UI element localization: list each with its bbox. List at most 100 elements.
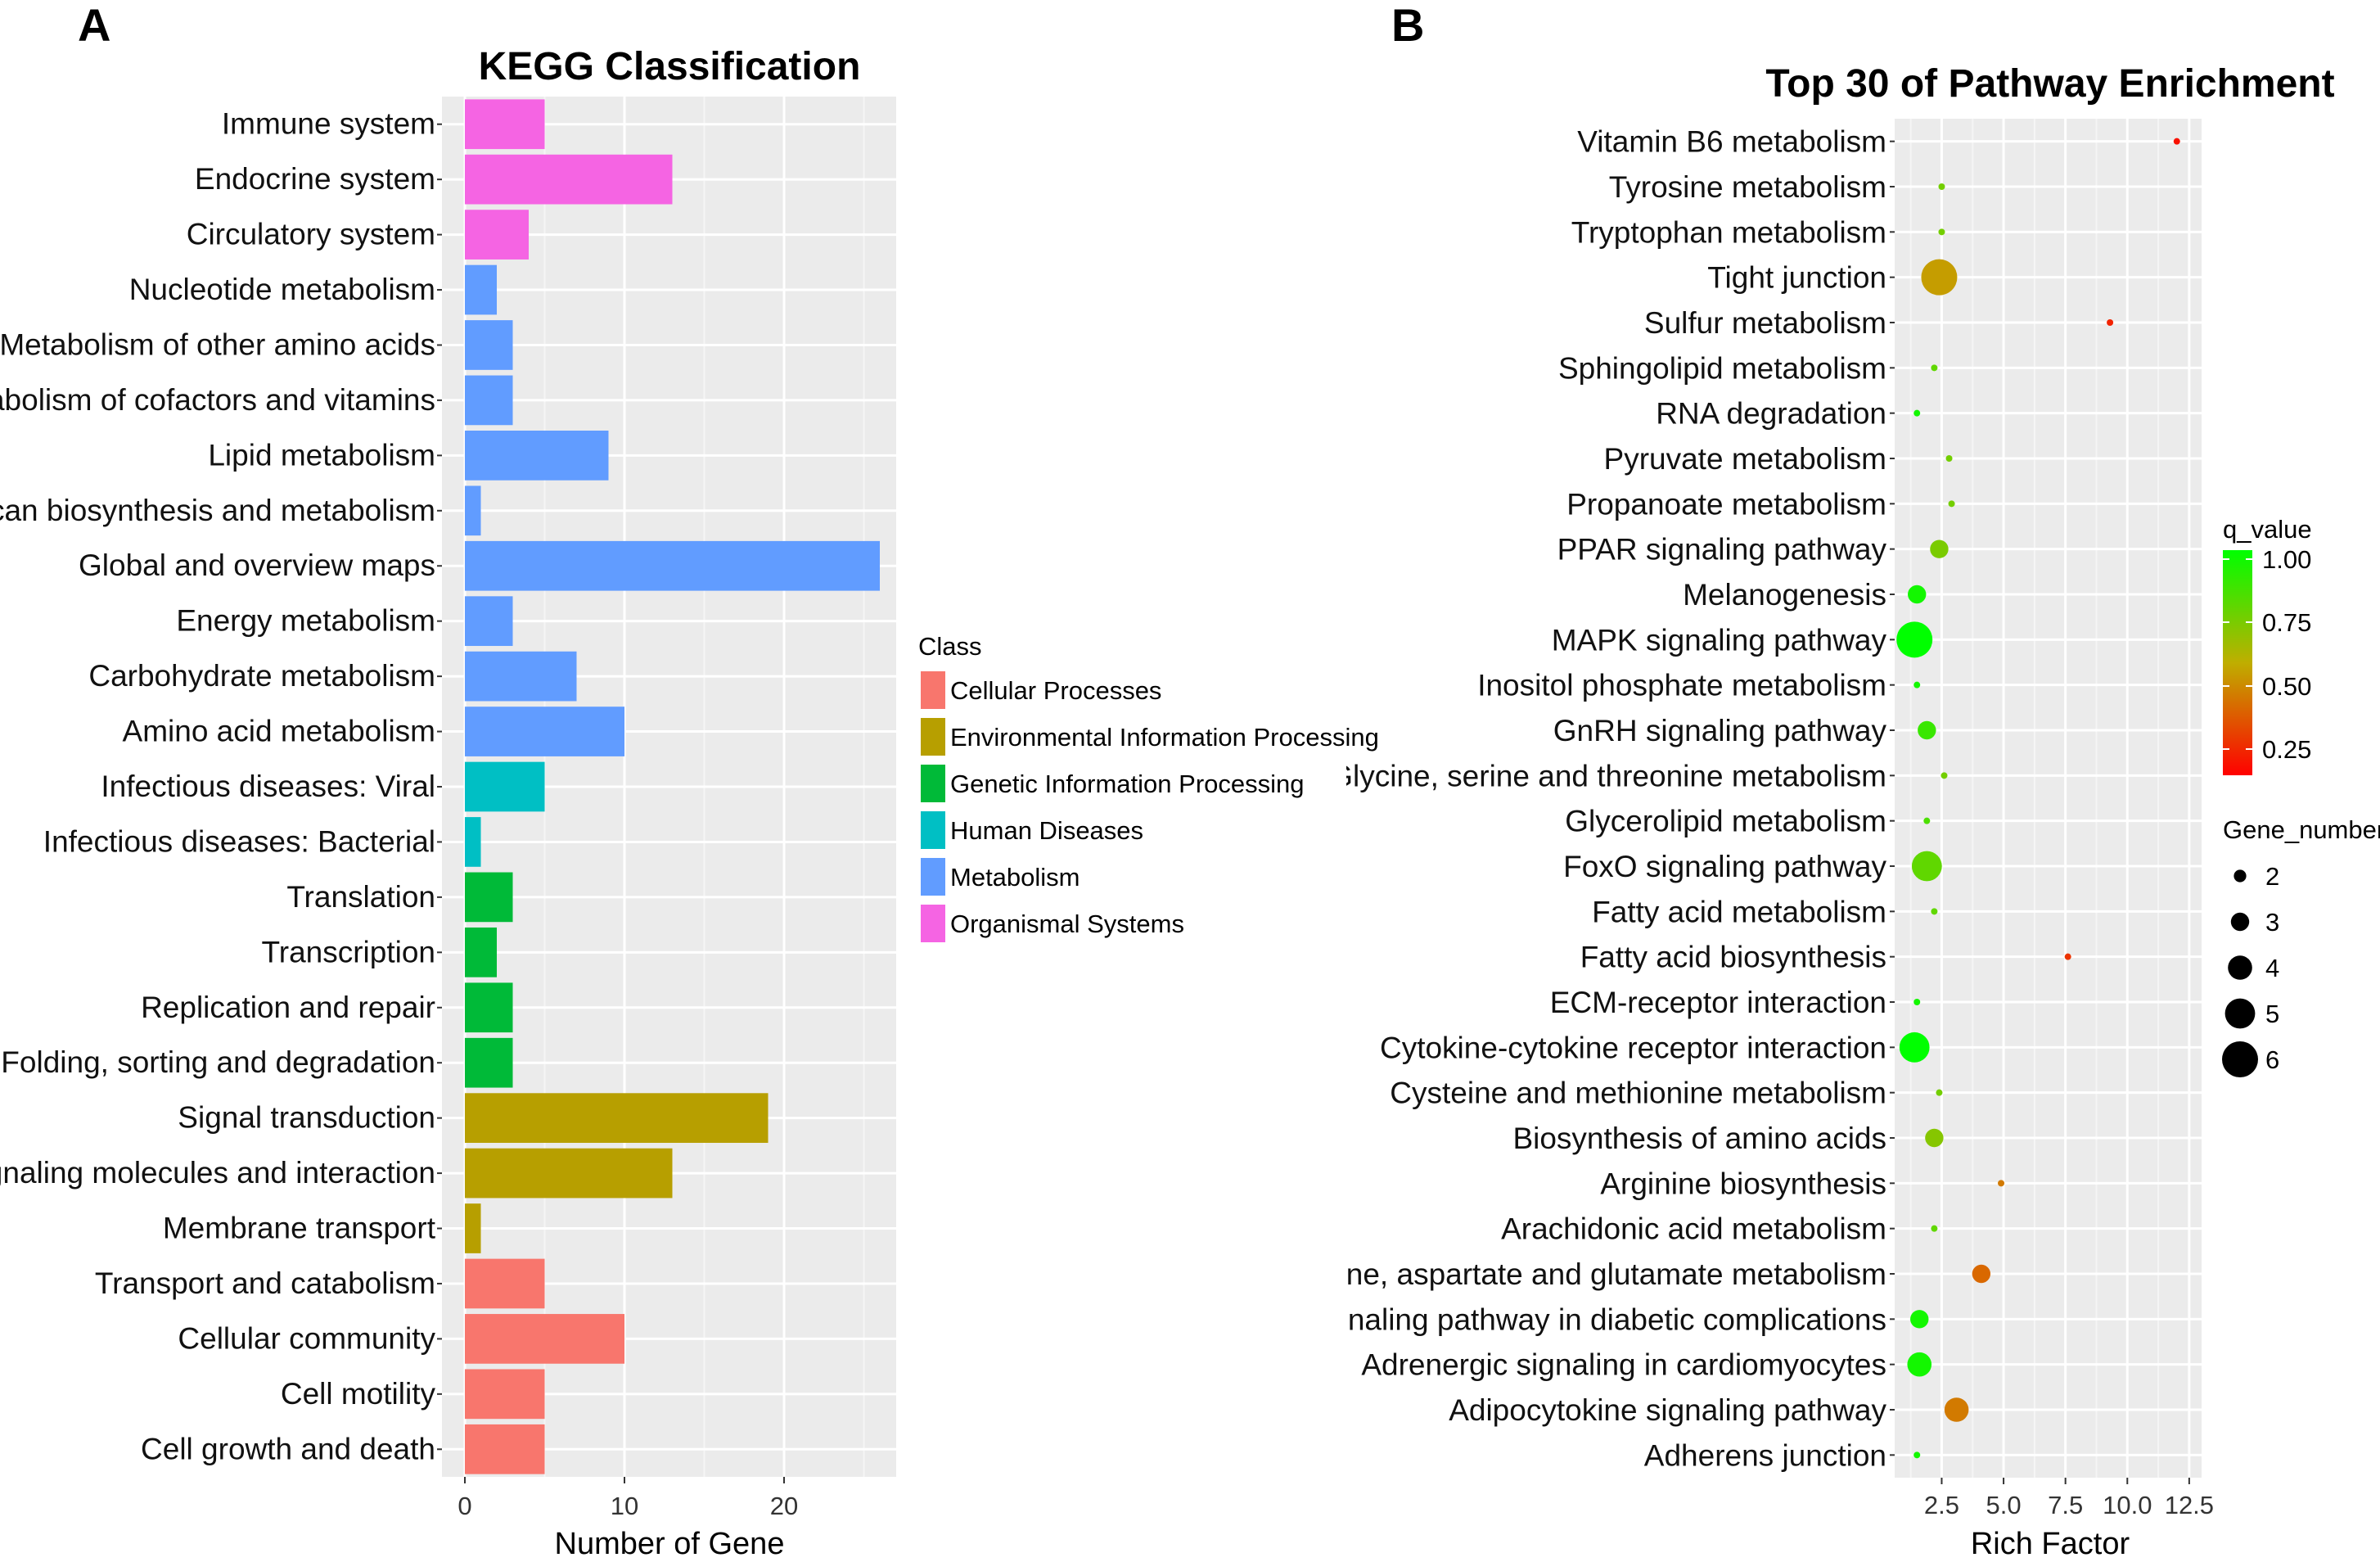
pathway-label: RNA degradation: [1656, 397, 1886, 431]
point: [1913, 1451, 1921, 1459]
chart-b-title: Top 30 of Pathway Enrichment: [1765, 62, 2334, 106]
pathway-label: Adipocytokine signaling pathway: [1449, 1393, 1886, 1427]
category-label: Metabolism of cofactors and vitamins: [0, 383, 435, 417]
x-tick-label: 10.0: [2103, 1491, 2152, 1519]
legend-swatch: [921, 718, 945, 756]
point: [1907, 1352, 1932, 1377]
category-label: Metabolism of other amino acids: [0, 327, 435, 361]
point: [1941, 772, 1948, 779]
category-label: Membrane transport: [163, 1212, 436, 1245]
x-tick-label: 5.0: [1986, 1491, 2022, 1519]
pathway-label: AGE-RAGE signaling pathway in diabetic c…: [1141, 1302, 1886, 1336]
size-legend-title: Gene_number: [2223, 815, 2380, 844]
point: [1908, 585, 1927, 604]
chart-a-x-ticks: 0 10 20: [458, 1477, 798, 1520]
chart-b-plot-area: [1895, 119, 2202, 1478]
pathway-label: Cytokine-cytokine receptor interaction: [1380, 1031, 1886, 1064]
chart-b-gridlines: [1895, 119, 2202, 1478]
chart-a-bars: [465, 99, 880, 1474]
point: [1936, 1089, 1943, 1096]
category-label: Cell motility: [281, 1377, 436, 1411]
size-legend-dot: [2222, 1041, 2258, 1077]
panel-a: A KEGG Classification Immune system Endoc…: [0, 0, 1379, 1561]
bar: [465, 1148, 673, 1199]
color-legend-bar: [2223, 550, 2252, 775]
point: [2064, 953, 2071, 960]
bar: [465, 540, 880, 591]
bar: [465, 375, 513, 426]
bar: [465, 1258, 545, 1309]
pathway-label: Melanogenesis: [1683, 578, 1886, 612]
point: [1896, 621, 1933, 658]
bar: [465, 1424, 545, 1474]
legend-swatch: [921, 811, 945, 849]
pathway-label: Cysteine and methionine metabolism: [1390, 1077, 1886, 1110]
point: [1911, 851, 1942, 882]
chart-a-legend: Class Cellular Processes Environmental Inf…: [918, 632, 1379, 942]
category-label: Translation: [286, 880, 435, 914]
pathway-label: Propanoate metabolism: [1566, 487, 1886, 521]
size-legend-label: 2: [2265, 862, 2279, 891]
legend-label: Organismal Systems: [950, 910, 1184, 938]
point: [1938, 228, 1945, 236]
category-label: Infectious diseases: Viral: [101, 770, 435, 803]
pathway-label: PPAR signaling pathway: [1557, 533, 1887, 567]
point: [1913, 999, 1921, 1005]
pathway-label: Alanine, aspartate and glutamate metabol…: [1279, 1257, 1887, 1291]
legend-swatch: [921, 671, 945, 709]
x-tick-label: 7.5: [2048, 1491, 2083, 1519]
pathway-label: Adrenergic signaling in cardiomyocytes: [1361, 1348, 1886, 1382]
x-tick-label: 20: [770, 1492, 798, 1520]
pathway-label: Tyrosine metabolism: [1609, 170, 1886, 204]
point: [1944, 1397, 1969, 1422]
size-legend-dot: [2224, 998, 2256, 1029]
pathway-label: Sphingolipid metabolism: [1558, 351, 1886, 385]
legend-swatch: [921, 858, 945, 896]
bar: [465, 707, 624, 756]
color-legend-label: 0.50: [2262, 672, 2311, 701]
pathway-label: ECM-receptor interaction: [1550, 986, 1886, 1019]
chart-a-title: KEGG Classification: [479, 45, 861, 88]
point: [2107, 319, 2114, 326]
category-label: Folding, sorting and degradation: [1, 1045, 435, 1079]
size-legend-label: 4: [2265, 954, 2279, 982]
point: [1913, 409, 1921, 417]
category-label: Glycan biosynthesis and metabolism: [0, 494, 435, 527]
legend-label: Environmental Information Processing: [950, 723, 1379, 752]
bar: [465, 982, 513, 1033]
category-label: Nucleotide metabolism: [129, 273, 435, 306]
color-legend-label: 1.00: [2262, 545, 2311, 574]
pathway-label: GnRH signaling pathway: [1553, 714, 1887, 747]
bar: [465, 1037, 513, 1088]
legend-swatch: [921, 905, 945, 942]
legend-label: Genetic Information Processing: [950, 770, 1305, 798]
category-label: Cell growth and death: [141, 1432, 435, 1465]
point: [1910, 1310, 1929, 1329]
category-label: Replication and repair: [141, 991, 435, 1024]
legend-title: Class: [918, 632, 982, 661]
pathway-label: Inositol phosphate metabolism: [1477, 669, 1886, 702]
legend-label: Metabolism: [950, 863, 1080, 892]
panel-b: B Top 30 of Pathway Enrichment Vitamin B…: [1141, 0, 2380, 1561]
bar: [465, 431, 609, 481]
bar: [465, 651, 577, 702]
point: [1913, 681, 1921, 688]
point: [1921, 259, 1958, 296]
color-legend-label: 0.75: [2262, 608, 2311, 637]
category-label: Endocrine system: [195, 162, 435, 196]
legend-label: Human Diseases: [950, 816, 1143, 845]
panel-a-label: A: [78, 0, 110, 51]
point: [1931, 908, 1938, 915]
x-tick-label: 10: [611, 1492, 638, 1520]
point: [1948, 500, 1955, 508]
category-label: Transcription: [262, 935, 435, 968]
bar: [465, 872, 513, 923]
category-label: Signal transduction: [178, 1101, 435, 1135]
point: [1972, 1264, 1991, 1284]
pathway-label: Tight junction: [1707, 261, 1886, 295]
chart-a-x-axis-title: Number of Gene: [555, 1527, 785, 1561]
size-legend-dot: [2230, 912, 2250, 932]
bar: [465, 1093, 769, 1143]
pathway-label: Sulfur metabolism: [1644, 306, 1886, 340]
size-legend-label: 3: [2265, 908, 2279, 937]
